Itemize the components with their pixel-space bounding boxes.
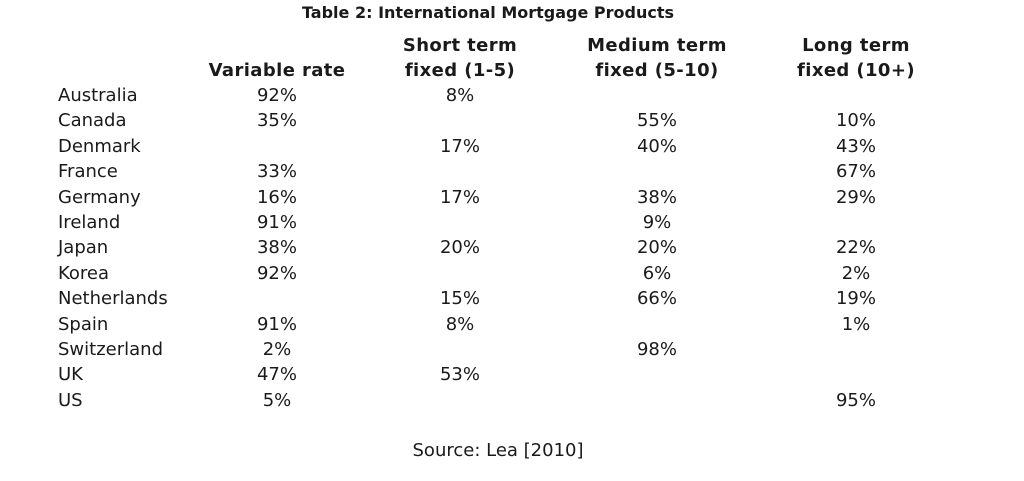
value-cell: 20% [439,237,480,259]
table-title: Table 2: International Mortgage Products [301,3,675,22]
table-row: Canada 35% 55% 10% [58,108,962,133]
value-cell: 16% [256,186,297,208]
column-header-short-term-fixed: Short term fixed (1-5) [356,33,564,83]
country-cell: US [58,389,83,411]
header-line: Short term [402,35,518,56]
value-cell [750,337,962,362]
country-cell: UK [58,364,83,386]
value-cell: 2% [262,339,292,361]
value-cell: 95% [835,389,876,411]
value-cell: 43% [835,135,876,157]
value-cell [564,312,750,337]
table-header: Variable rate Short term fixed (1-5) Med… [58,33,962,83]
value-cell: 40% [636,135,677,157]
source-caption: Source: Lea [2010] [412,440,584,461]
value-cell: 10% [835,110,876,132]
value-cell: 47% [256,364,297,386]
value-cell [750,362,962,387]
value-cell: 20% [636,237,677,259]
table-body: Australia 92% 8% Canada 35% 55% 10% Denm… [58,83,962,413]
header-line: fixed (1-5) [404,60,516,81]
header-line: Long term [802,35,910,56]
table-row: Netherlands 15% 66% 19% [58,286,962,311]
value-cell: 17% [439,186,480,208]
mortgage-products-table: Variable rate Short term fixed (1-5) Med… [58,33,962,413]
table-row: Australia 92% 8% [58,83,962,108]
column-header-long-term-fixed: Long term fixed (10+) [750,33,962,83]
value-cell: 67% [835,161,876,183]
table-row: US 5% 95% [58,388,962,413]
header-row: Variable rate Short term fixed (1-5) Med… [58,33,962,83]
value-cell: 15% [439,288,480,310]
country-cell: France [58,161,118,183]
table-row: Denmark 17% 40% 43% [58,134,962,159]
country-cell: Australia [58,85,138,106]
value-cell: 35% [256,110,297,132]
value-cell: 6% [642,262,672,284]
value-cell: 29% [835,186,876,208]
table-row: Spain 91% 8% 1% [58,312,962,337]
table-row: Germany 16% 17% 38% 29% [58,185,962,210]
country-cell: Switzerland [58,339,163,361]
value-cell: 22% [835,237,876,259]
country-cell: Canada [58,110,127,132]
table-row: Korea 92% 6% 2% [58,261,962,286]
column-header-medium-term-fixed: Medium term fixed (5-10) [564,33,750,83]
value-cell [356,159,564,184]
table-row: France 33% 67% [58,159,962,184]
value-cell: 17% [439,135,480,157]
value-cell: 91% [256,212,297,234]
value-cell: 2% [841,262,871,284]
country-cell: Spain [58,313,109,335]
table-row: UK 47% 53% [58,362,962,387]
value-cell [750,83,962,108]
header-line: fixed (10+) [797,60,915,81]
value-cell: 91% [256,313,297,335]
column-header-country [58,33,198,83]
value-cell [356,388,564,413]
header-line: fixed (5-10) [595,60,719,81]
value-cell: 98% [636,339,677,361]
country-cell: Germany [58,186,141,208]
value-cell: 19% [835,288,876,310]
value-cell: 55% [636,110,677,132]
country-cell: Korea [58,262,110,284]
value-cell: 1% [841,313,871,335]
table-row: Japan 38% 20% 20% 22% [58,235,962,260]
country-cell: Ireland [58,212,121,234]
value-cell: 8% [445,85,475,106]
column-header-variable-rate: Variable rate [198,33,356,83]
value-cell: 92% [256,262,297,284]
value-cell: 92% [256,85,297,106]
value-cell: 9% [642,212,672,234]
value-cell: 53% [439,364,480,386]
country-cell: Japan [58,237,109,259]
header-line: Medium term [587,35,727,56]
value-cell [564,388,750,413]
value-cell [198,134,356,159]
value-cell: 33% [256,161,297,183]
value-cell [564,159,750,184]
value-cell [356,261,564,286]
value-cell [564,83,750,108]
country-cell: Netherlands [58,288,168,310]
value-cell: 66% [636,288,677,310]
value-cell [564,362,750,387]
value-cell [356,108,564,133]
country-cell: Denmark [58,135,141,157]
header-line: Variable rate [208,60,346,81]
value-cell: 5% [262,389,292,411]
value-cell: 38% [256,237,297,259]
value-cell: 38% [636,186,677,208]
value-cell: 8% [445,313,475,335]
value-cell [356,337,564,362]
table-row: Ireland 91% 9% [58,210,962,235]
table-row: Switzerland 2% 98% [58,337,962,362]
value-cell [356,210,564,235]
value-cell [198,286,356,311]
value-cell [750,210,962,235]
